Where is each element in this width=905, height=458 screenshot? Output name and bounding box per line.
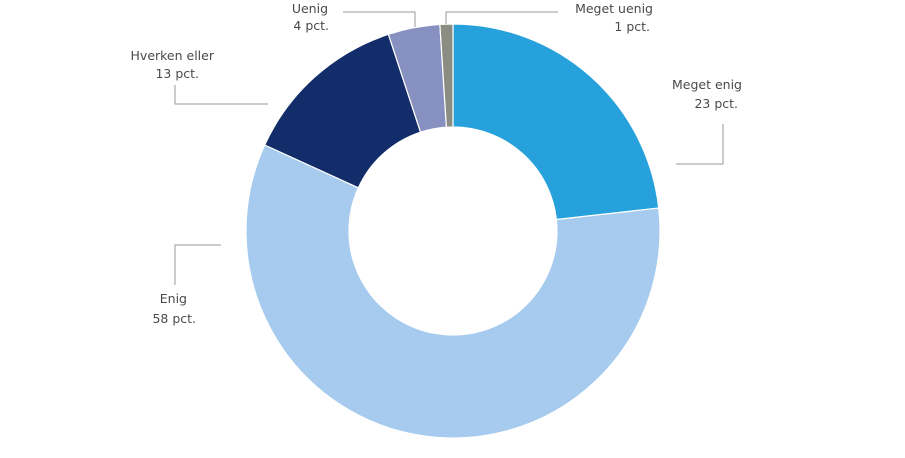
leader-line-meget-enig (676, 124, 724, 165)
donut-slice-meget-enig (452, 23, 660, 221)
slice-value-meget-uenig: 1 pct. (614, 19, 650, 34)
slice-value-meget-enig: 23 pct. (694, 96, 738, 111)
leader-line-uenig (343, 11, 416, 27)
slice-value-hverken-eller: 13 pct. (155, 66, 199, 81)
donut-slice-enig (245, 144, 661, 439)
slice-value-enig: 58 pct. (152, 311, 196, 326)
slice-label-meget-uenig: Meget uenig (575, 1, 653, 16)
leader-line-hverken-eller (174, 85, 268, 105)
leader-line-enig (174, 244, 221, 285)
slice-label-hverken-eller: Hverken eller (131, 48, 215, 63)
slice-label-meget-enig: Meget enig (672, 77, 742, 92)
donut-slices (245, 23, 661, 439)
slice-label-enig: Enig (160, 291, 187, 306)
slice-label-uenig: Uenig (292, 1, 328, 16)
slice-value-uenig: 4 pct. (293, 18, 329, 33)
leader-line-meget-uenig (445, 11, 558, 24)
donut-slice-meget-uenig (439, 23, 454, 128)
